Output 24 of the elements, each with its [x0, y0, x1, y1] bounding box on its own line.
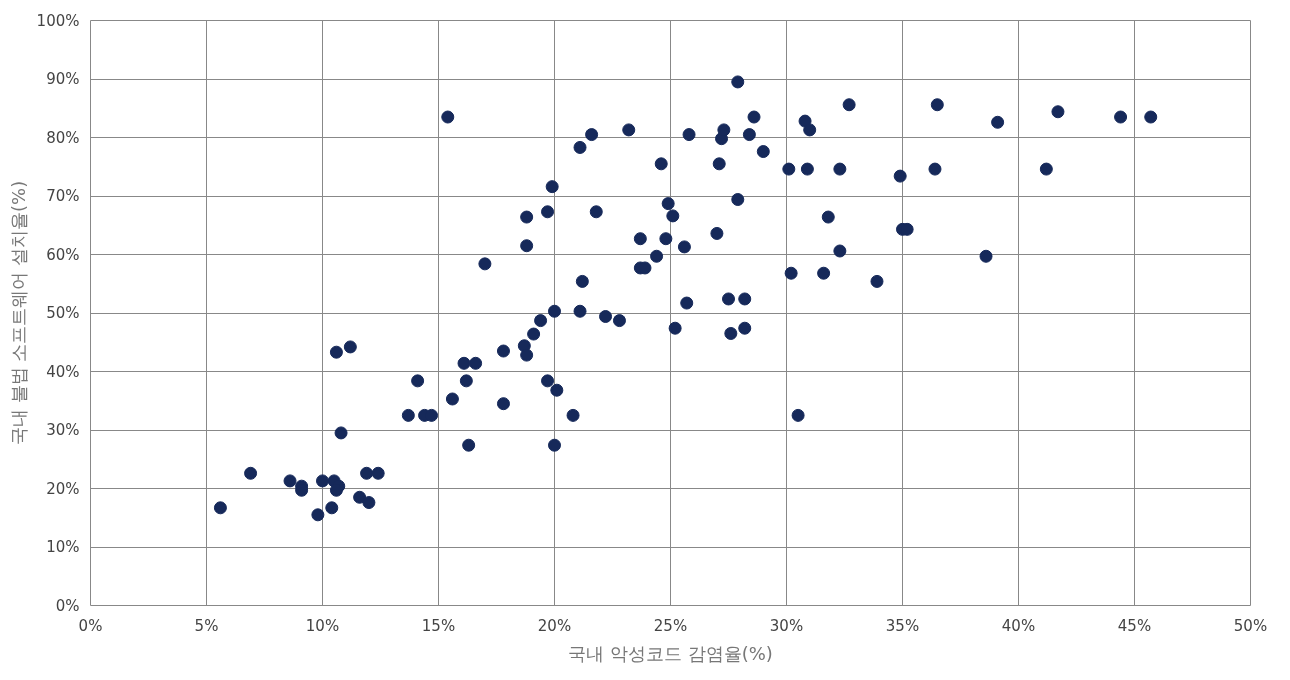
x-axis-title: 국내 악성코드 감염율(%) [568, 642, 773, 664]
x-tick-label: 40% [1001, 616, 1036, 635]
y-tick-label: 50% [46, 304, 80, 322]
x-tick-label: 30% [769, 616, 804, 635]
y-axis-title: 국내 불법 소프트웨어 설치율(%) [7, 180, 29, 446]
x-tick-label: 20% [537, 616, 572, 635]
y-tick-label: 80% [46, 128, 80, 147]
y-tick-label: 60% [46, 245, 80, 264]
x-tick-label: 10% [305, 616, 340, 635]
y-tick-label: 0% [55, 596, 80, 615]
y-tick-label: 10% [46, 538, 80, 556]
x-tick-label: 15% [421, 616, 456, 635]
x-tick-label: 5% [194, 616, 219, 635]
y-tick-label: 90% [46, 70, 80, 88]
y-tick-label: 30% [46, 421, 80, 439]
y-tick-label: 100% [36, 11, 80, 30]
x-tick-label: 35% [885, 616, 920, 635]
x-tick-label: 50% [1233, 616, 1268, 635]
y-tick-label: 40% [46, 362, 80, 381]
x-tick-label: 45% [1117, 616, 1152, 635]
x-tick-label: 25% [653, 616, 688, 635]
x-tick-label: 0% [78, 616, 103, 635]
y-tick-label: 20% [46, 479, 80, 498]
y-tick-label: 70% [46, 187, 80, 205]
